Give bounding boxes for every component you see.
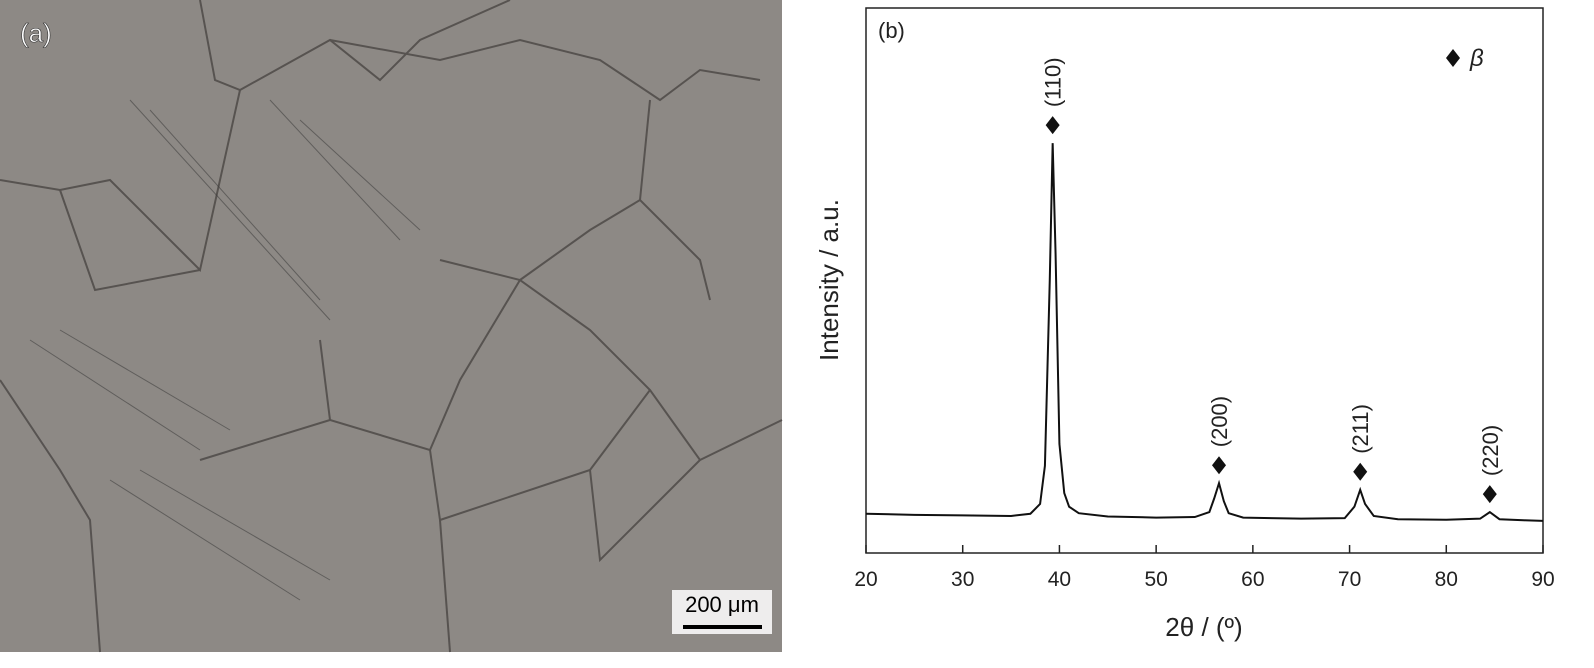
peak-marker xyxy=(1212,456,1227,475)
peak-label: (200) xyxy=(1207,396,1232,447)
y-axis-label: Intensity / a.u. xyxy=(814,199,844,361)
x-tick-label: 30 xyxy=(951,568,974,591)
legend-label: β xyxy=(1469,45,1484,72)
micrograph: (a) 200 μm xyxy=(0,0,783,653)
x-tick-label: 70 xyxy=(1338,568,1361,591)
peak-label: (110) xyxy=(1041,57,1066,107)
peak-label: (220) xyxy=(1478,425,1503,476)
x-tick-label: 50 xyxy=(1144,568,1167,591)
x-tick-label: 40 xyxy=(1048,568,1071,591)
x-tick-label: 60 xyxy=(1241,568,1264,591)
peak-marker xyxy=(1353,462,1368,481)
x-tick-label: 80 xyxy=(1435,568,1458,591)
panel-label: (b) xyxy=(878,18,905,43)
x-tick-label: 90 xyxy=(1531,568,1554,591)
legend-marker xyxy=(1446,49,1460,67)
peak-marker xyxy=(1482,485,1497,504)
x-axis-label: 2θ / (º) xyxy=(1165,612,1242,642)
panel-label: (a) xyxy=(20,18,52,48)
peak-label: (211) xyxy=(1348,404,1373,454)
data-line xyxy=(865,143,1544,522)
plot-frame xyxy=(865,7,1544,554)
scale-bar-label: 200 μm xyxy=(685,592,759,617)
peak-marker xyxy=(1045,116,1060,135)
x-tick-label: 20 xyxy=(854,568,877,591)
